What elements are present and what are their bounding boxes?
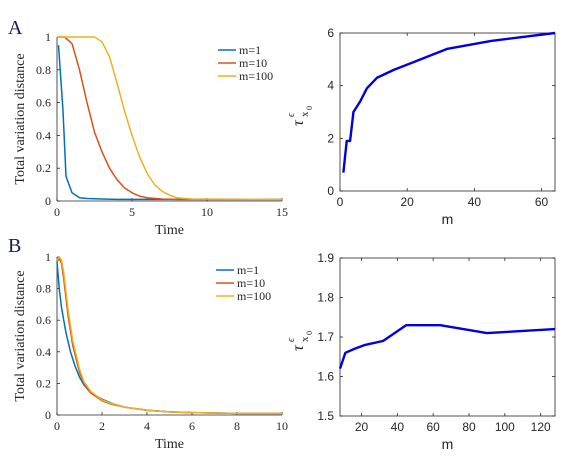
y-label-epsilon: ϵ bbox=[286, 337, 297, 342]
x-tick-label: 0 bbox=[337, 195, 344, 209]
y-tick-label: 0.8 bbox=[36, 282, 51, 296]
y-tick-label: 4 bbox=[327, 79, 334, 93]
axes-box bbox=[339, 32, 556, 192]
series-line-m-100 bbox=[56, 256, 282, 415]
chart-b-right: 20 40 60 80 100 120 1.5 1.6 1.7 1.8 1.9 m τϵ x0 bbox=[286, 251, 556, 452]
y-axis-label: Total variation distance bbox=[13, 53, 28, 184]
series-line-m-10 bbox=[57, 36, 282, 201]
x-tick-label: 100 bbox=[495, 420, 515, 434]
x-tick-label: 2 bbox=[99, 419, 105, 433]
legend-entry: m=100 bbox=[237, 289, 271, 303]
legend-entry: m=1 bbox=[239, 43, 261, 57]
y-tick-label: 1.8 bbox=[317, 291, 334, 305]
y-tick-label: 0.8 bbox=[36, 63, 51, 77]
y-label-tau: τ bbox=[290, 344, 307, 351]
x-tick-label: 20 bbox=[355, 420, 369, 434]
y-tick-label: 2 bbox=[327, 131, 334, 145]
x-tick-label: 4 bbox=[144, 419, 150, 433]
y-tick-label: 0 bbox=[45, 408, 51, 422]
series-line-m-1 bbox=[57, 45, 282, 201]
y-tick-label: 0.2 bbox=[36, 161, 51, 175]
x-tick-label: 10 bbox=[201, 205, 213, 219]
y-tick-label: 1.9 bbox=[317, 251, 334, 265]
y-axis-label: Total variation distance bbox=[13, 270, 28, 401]
series-line-0 bbox=[338, 323, 556, 369]
x-tick-label: 15 bbox=[276, 205, 288, 219]
x-axis-label: Time bbox=[155, 223, 184, 238]
y-label-epsilon: ϵ bbox=[286, 112, 297, 117]
x-axis-label: Time bbox=[155, 437, 184, 452]
y-label-x: x bbox=[299, 336, 311, 342]
x-axis-label: m bbox=[442, 211, 454, 227]
x-tick-label: 40 bbox=[391, 420, 405, 434]
x-tick-label: 80 bbox=[462, 420, 476, 434]
x-tick-label: 20 bbox=[401, 195, 415, 209]
x-axis-label: m bbox=[442, 436, 454, 452]
x-tick-label: 60 bbox=[535, 195, 549, 209]
y-tick-label: 0.6 bbox=[36, 96, 51, 110]
x-tick-label: 5 bbox=[129, 205, 135, 219]
y-tick-label: 1.5 bbox=[317, 409, 334, 423]
legend-entry: m=100 bbox=[239, 69, 273, 83]
x-tick-label: 8 bbox=[234, 419, 240, 433]
legend-entry: m=10 bbox=[237, 276, 265, 290]
y-label-tau: τ bbox=[290, 119, 307, 126]
legend: m=1m=10m=100 bbox=[216, 42, 280, 85]
panel-label-a: A bbox=[8, 17, 23, 39]
y-tick-label: 0 bbox=[327, 184, 334, 198]
y-tick-label: 1 bbox=[45, 250, 51, 264]
x-tick-label: 0 bbox=[54, 419, 60, 433]
y-label-zero: 0 bbox=[305, 106, 314, 110]
y-tick-label: 6 bbox=[327, 26, 334, 40]
series-line-0 bbox=[342, 31, 556, 173]
x-tick-label: 120 bbox=[531, 420, 551, 434]
series-line-m-100 bbox=[57, 36, 283, 201]
y-axis-label: τϵ x0 bbox=[286, 331, 314, 351]
x-tick-label: 0 bbox=[54, 205, 60, 219]
y-axis-label: τϵ x0 bbox=[286, 106, 314, 126]
panel-label-b: B bbox=[8, 235, 21, 257]
plot-area bbox=[340, 33, 555, 191]
chart-b-left: 0 2 4 6 8 10 0 0.2 0.4 0.6 0.8 1 Time Total variation… bbox=[13, 250, 288, 452]
y-label-zero: 0 bbox=[305, 331, 314, 335]
y-tick-label: 0.6 bbox=[36, 313, 51, 327]
y-tick-label: 1 bbox=[45, 30, 51, 44]
y-tick-label: 0.4 bbox=[36, 345, 51, 359]
y-label-x: x bbox=[299, 111, 311, 117]
y-tick-label: 1.6 bbox=[317, 370, 334, 384]
x-tick-label: 6 bbox=[189, 419, 195, 433]
y-tick-label: 0 bbox=[45, 194, 51, 208]
legend-entry: m=10 bbox=[239, 56, 267, 70]
y-tick-label: 1.7 bbox=[317, 330, 334, 344]
x-tick-label: 10 bbox=[276, 419, 288, 433]
chart-a-left: 0 5 10 15 0 0.2 0.4 0.6 0.8 1 Time Total variation … bbox=[13, 30, 288, 238]
x-tick-label: 60 bbox=[426, 420, 440, 434]
x-tick-label: 40 bbox=[468, 195, 482, 209]
legend: m=1m=10m=100 bbox=[214, 262, 280, 305]
legend-entry: m=1 bbox=[237, 263, 259, 277]
y-tick-label: 0.2 bbox=[36, 376, 51, 390]
y-tick-label: 0.4 bbox=[36, 128, 51, 142]
plot-area bbox=[340, 258, 555, 416]
